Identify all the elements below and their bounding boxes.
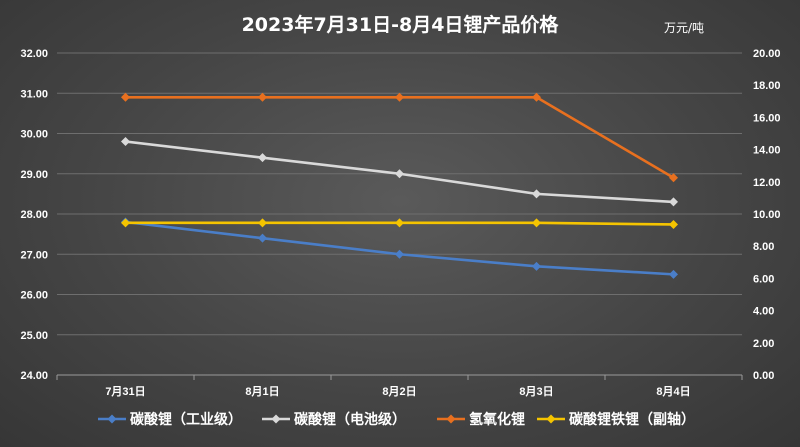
legend-label: 碳酸锂铁锂（副轴） <box>569 411 695 427</box>
legend-swatch-marker <box>446 414 456 424</box>
legend-swatch-marker <box>546 414 556 424</box>
unit-label: 万元/吨 <box>663 21 704 35</box>
y-right-tick-label: 8.00 <box>753 241 774 253</box>
legend-label: 氢氧化锂 <box>469 411 525 427</box>
y-right-tick-label: 6.00 <box>753 273 774 285</box>
data-point <box>669 269 678 279</box>
legend-label: 碳酸锂（工业级） <box>130 411 242 427</box>
data-point <box>669 219 678 229</box>
series-line-1 <box>125 220 674 276</box>
x-tick-label: 8月4日 <box>656 385 690 398</box>
series-line-3 <box>125 95 675 179</box>
data-point <box>395 218 404 228</box>
y-left-tick-label: 25.00 <box>20 330 48 342</box>
y-left-tick-label: 28.00 <box>20 209 48 221</box>
data-point <box>532 218 541 228</box>
y-right-tick-label: 14.00 <box>753 145 781 157</box>
data-point <box>395 169 404 179</box>
y-right-tick-label: 16.00 <box>753 112 781 124</box>
data-point <box>258 92 267 102</box>
chart-title: 2023年7月31日-8月4日锂产品价格 <box>241 14 559 36</box>
data-point <box>121 137 130 147</box>
legend-swatch-marker <box>271 414 281 424</box>
y-left-tick-label: 26.00 <box>20 290 48 302</box>
x-tick-label: 8月3日 <box>519 385 553 398</box>
data-point <box>121 218 130 228</box>
data-point <box>532 189 541 199</box>
y-right-tick-label: 12.00 <box>753 177 781 189</box>
y-right-tick-label: 2.00 <box>753 338 774 350</box>
x-tick-label: 8月2日 <box>382 385 416 398</box>
legend-swatch-marker <box>107 414 117 424</box>
y-left-tick-label: 32.00 <box>20 48 48 60</box>
y-left-tick-label: 29.00 <box>20 169 48 181</box>
y-left-tick-label: 27.00 <box>20 249 48 261</box>
data-point <box>258 218 267 228</box>
data-point <box>395 249 404 259</box>
data-point <box>121 92 130 102</box>
y-right-tick-label: 4.00 <box>753 306 774 318</box>
y-right-tick-label: 10.00 <box>753 209 781 221</box>
y-left-tick-label: 24.00 <box>20 370 48 382</box>
data-point <box>532 92 541 102</box>
y-right-tick-label: 20.00 <box>753 48 781 60</box>
data-point <box>532 261 541 271</box>
data-point <box>669 173 678 183</box>
data-point <box>258 233 267 243</box>
legend-label: 碳酸锂（电池级） <box>294 411 406 427</box>
y-left-tick-label: 31.00 <box>20 88 48 100</box>
data-point <box>258 153 267 163</box>
data-point <box>669 197 678 207</box>
x-tick-label: 7月31日 <box>105 385 145 398</box>
y-right-tick-label: 0.00 <box>753 370 774 382</box>
y-left-tick-label: 30.00 <box>20 129 48 141</box>
x-tick-label: 8月1日 <box>245 385 279 398</box>
y-right-tick-label: 18.00 <box>753 80 781 92</box>
data-point <box>395 92 404 102</box>
